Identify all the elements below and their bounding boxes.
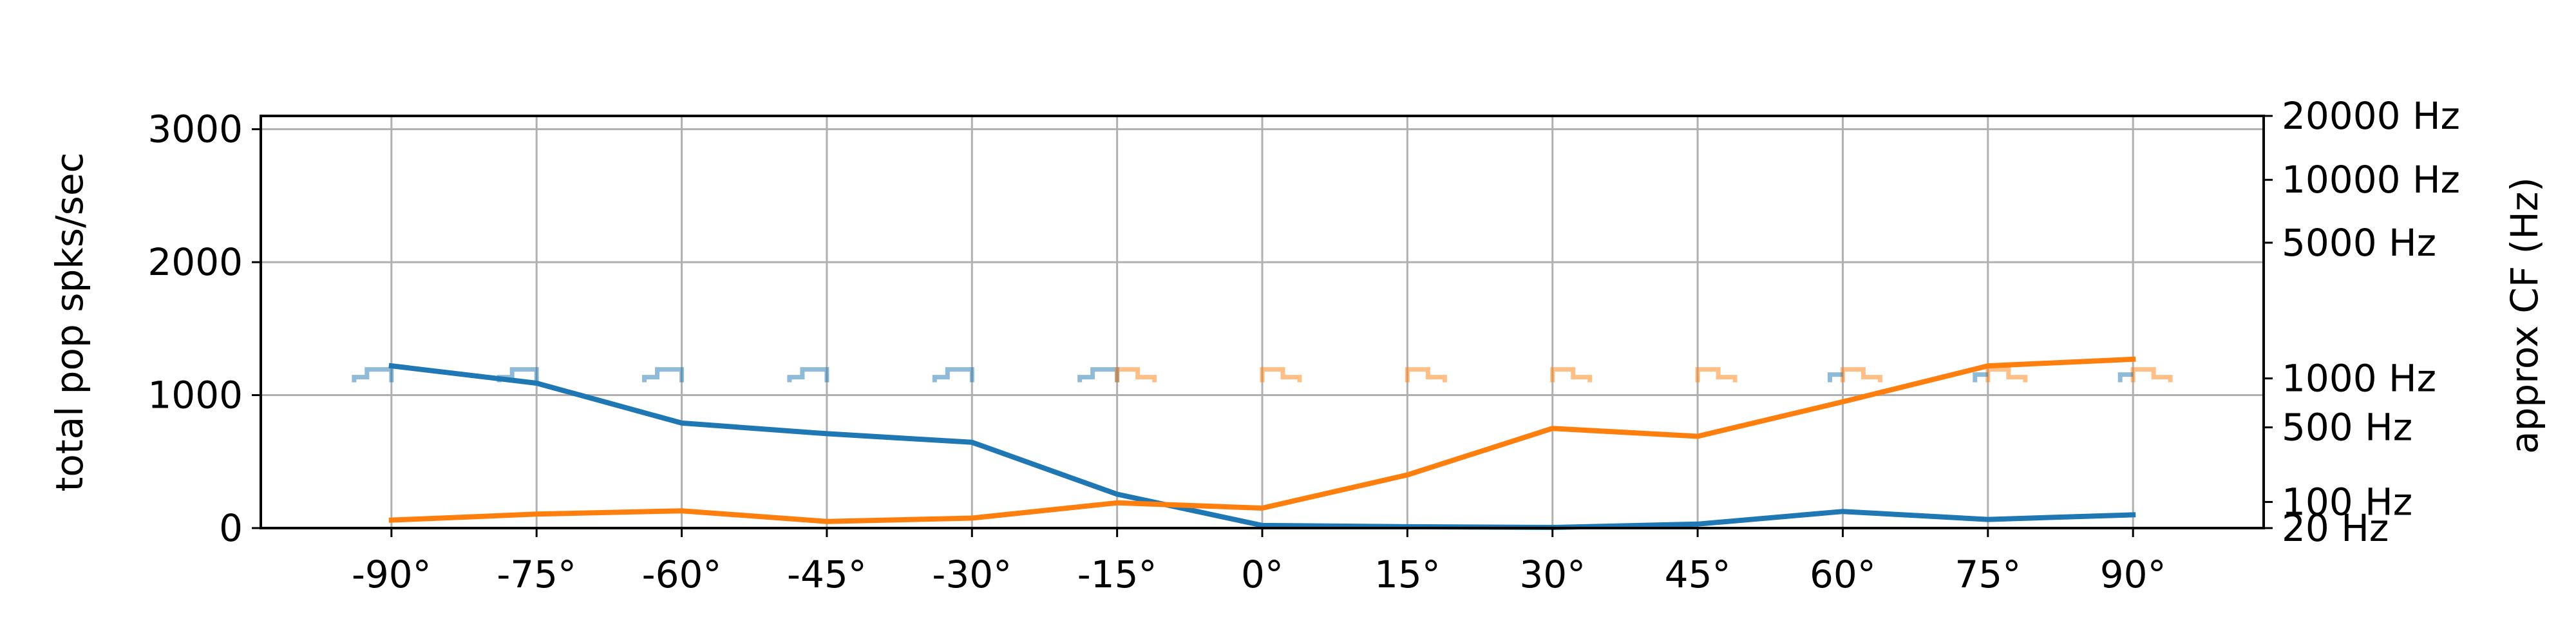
cf-histogram-left [642,367,685,383]
x-tick-label: 90° [2100,553,2166,596]
y-tick-label: 0 [219,506,243,550]
grid [261,116,2264,529]
cf-histogram-left [1827,372,1843,383]
x-tick-label: -90° [352,553,431,596]
x-tick-label: 45° [1665,553,1731,596]
y2-tick-label: 100 Hz [2282,480,2412,524]
x-tick-label: -15° [1077,553,1157,596]
y-tick-label: 1000 [147,374,243,417]
cf-histogram-right [1405,367,1447,383]
cf-histogram-right [1840,367,1882,383]
y2-tick-label: 1000 Hz [2282,357,2436,401]
cf-histogram-left [352,367,394,383]
cf-histogram-left [2117,372,2134,383]
y-axis-left: 0 1000 2000 3000 [147,108,261,550]
cf-histogram-left [1973,372,1988,383]
y2-tick-label: 10000 Hz [2282,158,2460,202]
x-tick-label: 75° [1955,553,2021,596]
x-tick-label: -30° [932,553,1012,596]
y2-axis-title: approx CF (Hz) [2503,177,2546,454]
y2-tick-label: 20000 Hz [2282,94,2460,138]
cf-histogram-right [1260,367,1302,383]
cf-histogram-right [1985,367,2028,383]
cf-histogram-left [932,367,974,383]
y2-tick-label: 5000 Hz [2282,221,2436,265]
x-tick-label: 30° [1519,553,1586,596]
cf-histogram-right [2130,367,2173,383]
cf-histogram-left [787,367,829,383]
cf-histograms [352,367,2173,383]
y2-tick-label: 20 Hz [2282,506,2389,550]
cf-histogram-right [1115,367,1157,383]
x-axis: -90° -75° -60° -45° -30° -15° 0° 15° 30° 45° 60° 75… [352,528,2166,596]
y2-tick-label: 500 Hz [2282,406,2412,450]
y-tick-label: 3000 [147,108,243,151]
cf-histogram-right [1695,367,1738,383]
y-axis-title: total pop spks/sec [48,153,91,492]
x-tick-label: -75° [497,553,576,596]
cf-histogram-right [1550,367,1593,383]
x-tick-label: -60° [642,553,722,596]
x-tick-label: 15° [1374,553,1441,596]
y-tick-label: 2000 [147,240,243,284]
x-tick-label: 0° [1241,553,1283,596]
x-tick-label: 60° [1810,553,1876,596]
series-lines [388,356,2136,530]
cf-histogram-left [1077,367,1120,383]
x-tick-label: -45° [787,553,867,596]
